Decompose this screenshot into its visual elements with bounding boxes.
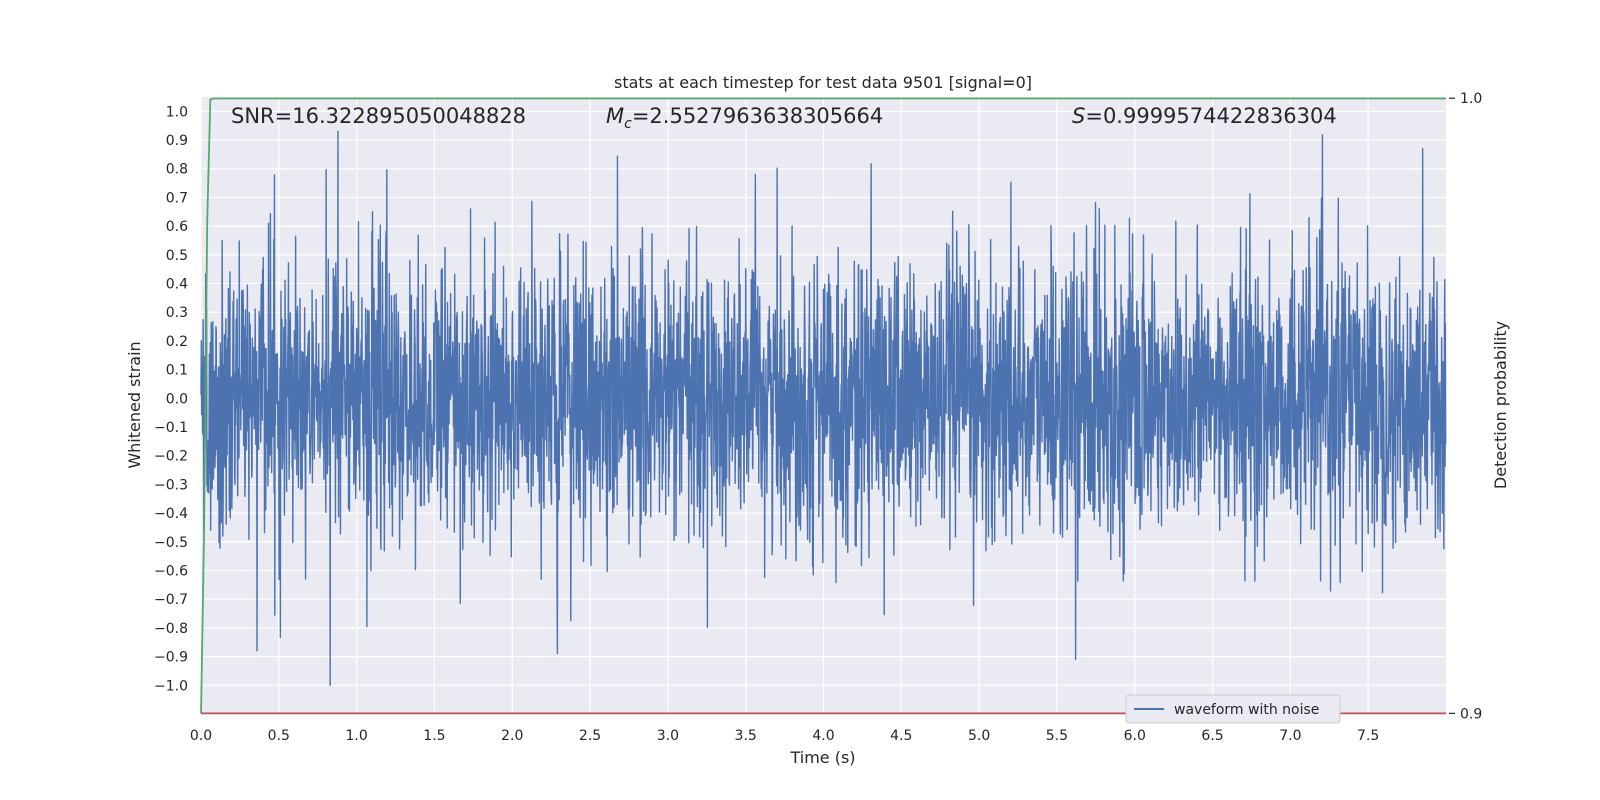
- right-tick-label: 1.0: [1460, 91, 1482, 107]
- y-tick-label: −0.6: [154, 564, 188, 580]
- y-axis-label: Whitened strain: [125, 341, 144, 468]
- right-axis-ticks: 1.0 0.9: [1449, 91, 1482, 722]
- y-tick-label: 0.7: [166, 190, 188, 206]
- y-tick-label: −0.7: [154, 592, 188, 608]
- y-tick-label: −1.0: [154, 678, 188, 694]
- x-axis-ticks: 0.0 0.5 1.0 1.5 2.0 2.5 3.0 3.5 4.0 4.5 5.0 5.5 6.0 6…: [190, 728, 1379, 744]
- x-tick-label: 3.0: [657, 728, 679, 744]
- y-tick-label: 0.5: [166, 248, 188, 264]
- x-axis-label: Time (s): [789, 748, 855, 767]
- y-tick-label: 0.8: [166, 162, 188, 178]
- y-tick-label: −0.3: [154, 477, 188, 493]
- chirp-mass-symbol: M: [606, 104, 624, 128]
- x-tick-label: 4.0: [812, 728, 834, 744]
- right-tick-label: 0.9: [1460, 706, 1482, 722]
- x-tick-label: 6.5: [1201, 728, 1223, 744]
- x-tick-label: 7.0: [1279, 728, 1301, 744]
- y-tick-label: 0.1: [166, 363, 188, 379]
- x-tick-label: 5.0: [968, 728, 990, 744]
- legend-box: [1125, 694, 1341, 724]
- x-tick-label: 0.5: [268, 728, 290, 744]
- score-symbol: S: [1072, 104, 1085, 128]
- y-tick-label: 0.2: [166, 334, 188, 350]
- x-tick-label: 0.0: [190, 728, 212, 744]
- y-tick-label: −0.5: [154, 535, 188, 551]
- y-axis-ticks: 1.0 0.9 0.8 0.7 0.6 0.5 0.4 0.3 0.2 0.1 0.0 −0.1 −0.…: [154, 104, 188, 694]
- y-tick-label: −0.2: [154, 449, 188, 465]
- y-tick-label: −0.8: [154, 621, 188, 637]
- waveform-series: [200, 130, 1447, 686]
- chart-title: stats at each timestep for test data 950…: [614, 73, 1032, 92]
- x-tick-label: 3.5: [735, 728, 757, 744]
- chirp-mass-value: =2.5527963638305664: [632, 104, 883, 128]
- x-tick-label: 4.5: [890, 728, 912, 744]
- score-value: =0.9999574422836304: [1085, 104, 1336, 128]
- legend-label-waveform: waveform with noise: [1174, 702, 1319, 718]
- right-axis-label: Detection probability: [1491, 321, 1510, 489]
- x-tick-label: 6.0: [1124, 728, 1146, 744]
- y-tick-label: 1.0: [166, 104, 188, 120]
- legend: waveform with noise: [1125, 694, 1341, 724]
- x-tick-label: 1.5: [423, 728, 445, 744]
- y-tick-label: 0.6: [166, 219, 188, 235]
- chirp-mass-subscript: c: [624, 116, 632, 132]
- snr-annotation: SNR=16.322895050048828: [231, 104, 526, 128]
- score-annotation: S=0.9999574422836304: [1072, 104, 1337, 128]
- x-tick-label: 7.5: [1357, 728, 1379, 744]
- y-tick-label: 0.9: [166, 133, 188, 149]
- x-tick-label: 2.5: [579, 728, 601, 744]
- y-tick-label: 0.4: [166, 277, 188, 293]
- y-tick-label: 0.3: [166, 305, 188, 321]
- probability-line: [200, 97, 1446, 714]
- waveform-line: [200, 130, 1447, 686]
- x-tick-label: 5.5: [1046, 728, 1068, 744]
- y-tick-label: −0.1: [154, 420, 188, 436]
- x-tick-label: 2.0: [501, 728, 523, 744]
- x-tick-label: 1.0: [345, 728, 367, 744]
- chirp-mass-annotation: Mc=2.5527963638305664: [606, 104, 883, 132]
- y-tick-label: −0.9: [154, 650, 188, 666]
- y-tick-label: −0.4: [154, 506, 188, 522]
- y-tick-label: 0.0: [166, 391, 188, 407]
